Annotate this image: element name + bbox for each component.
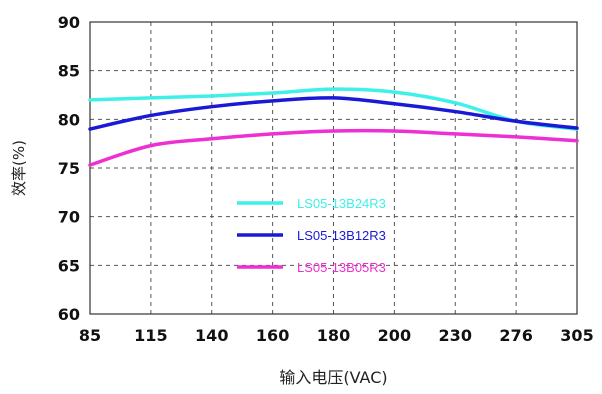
x-tick-labels: 85 115 140 160 180 200 230 276 305: [79, 326, 594, 345]
x-tick-label: 115: [134, 326, 167, 345]
x-tick-label: 230: [439, 326, 472, 345]
y-tick-label: 65: [58, 256, 80, 275]
x-tick-label: 140: [195, 326, 228, 345]
legend-label: LS05-13B12R3: [297, 228, 386, 243]
y-tick-labels: 60 65 70 75 80 85 90: [58, 13, 80, 324]
plot-grid: [90, 22, 577, 314]
plot-frame: [89, 21, 578, 315]
x-tick-label: 276: [499, 326, 532, 345]
x-tick-label: 160: [256, 326, 289, 345]
x-tick-label: 200: [378, 326, 411, 345]
legend-label: LS05-13B05R3: [297, 260, 386, 275]
x-axis-label: 输入电压(VAC): [279, 368, 387, 387]
series-line-ls05-13b05r3: [88, 128, 579, 167]
series-lines: [88, 87, 579, 167]
y-tick-label: 85: [58, 62, 80, 81]
series-line-ls05-13b24r3: [88, 87, 579, 131]
y-tick-label: 80: [58, 110, 80, 129]
x-tick-label: 180: [317, 326, 350, 345]
legend: LS05-13B24R3 LS05-13B12R3 LS05-13B05R3: [237, 196, 386, 275]
y-tick-label: 75: [58, 159, 80, 178]
y-tick-label: 70: [58, 208, 80, 227]
series-line-ls05-13b12r3: [88, 96, 579, 131]
x-tick-label: 85: [79, 326, 101, 345]
y-tick-label: 60: [58, 305, 80, 324]
y-axis-label: 效率(%): [10, 140, 28, 196]
x-tick-label: 305: [560, 326, 593, 345]
legend-label: LS05-13B24R3: [297, 196, 386, 211]
y-tick-label: 90: [58, 13, 80, 32]
